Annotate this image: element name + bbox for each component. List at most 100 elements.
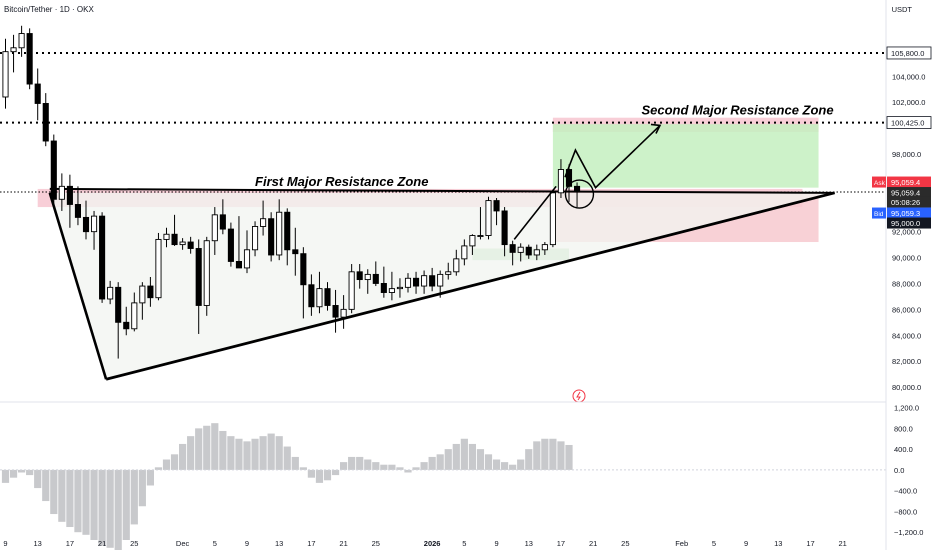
candle-down <box>235 260 243 269</box>
bid-tag-box <box>887 207 931 219</box>
time-tick-label: 17 <box>307 539 315 548</box>
macd-histogram-layer <box>0 423 886 550</box>
bid-tag-label: Bid <box>874 211 884 218</box>
target-zone <box>552 124 819 188</box>
macd-bar <box>179 443 187 470</box>
ask-tag-box <box>887 176 931 188</box>
candle-up <box>131 302 138 330</box>
macd-bar <box>235 438 243 470</box>
macd-bar <box>1 469 10 483</box>
macd-bar <box>331 469 340 476</box>
last-price-tag-value: 95,059.4 <box>891 189 920 198</box>
candle-up <box>203 240 210 306</box>
macd-bar <box>138 469 146 507</box>
candle-up <box>90 215 98 233</box>
candle-up <box>58 185 65 200</box>
macd-bar <box>211 423 219 470</box>
focus-circle <box>564 179 595 209</box>
candle-down <box>308 284 315 308</box>
macd-tick-label: 1,200.0 <box>894 404 919 413</box>
macd-bar <box>130 469 138 525</box>
macd-bar <box>340 462 348 470</box>
macd-bar <box>476 449 485 470</box>
candle-down <box>380 283 387 293</box>
candle-up <box>485 200 492 236</box>
macd-bar <box>267 433 275 470</box>
time-tick-label: Feb <box>675 539 688 548</box>
macd-bar <box>26 469 34 476</box>
candle-down <box>219 214 226 230</box>
countdown-tag-box <box>887 196 931 208</box>
ask-tag-label-box <box>872 176 886 188</box>
time-tick-label: 13 <box>275 539 283 548</box>
candle-down <box>74 204 81 218</box>
time-tick-label: 21 <box>589 539 597 548</box>
macd-bar <box>170 454 179 470</box>
candle-down <box>574 185 581 193</box>
macd-bar <box>444 449 452 470</box>
candle-down <box>195 248 202 306</box>
macd-bar <box>227 436 235 470</box>
macd-tick-label: 400.0 <box>894 445 913 454</box>
candle-down <box>493 200 500 212</box>
candle-up <box>533 249 540 256</box>
triangle-left-edge <box>48 192 108 380</box>
candle-up <box>179 241 186 246</box>
candles-layer <box>2 25 581 359</box>
countdown-tag-value: 05:08:26 <box>891 198 920 207</box>
candle-down <box>292 249 299 255</box>
below-price-tag-value: 95,000.0 <box>891 219 920 228</box>
macd-bar <box>420 462 428 470</box>
macd-bar <box>557 441 565 470</box>
candle-down <box>187 241 194 249</box>
candle-up <box>10 47 17 53</box>
candle-down <box>268 218 275 256</box>
time-tick-label: 25 <box>130 539 138 548</box>
price-tick-label: 90,000.0 <box>892 254 921 263</box>
time-tick-label: 21 <box>98 539 106 548</box>
arrow-rise-line <box>513 185 557 240</box>
candle-down <box>501 210 508 246</box>
level-tag-box <box>886 116 932 129</box>
time-tick-label: 17 <box>806 539 814 548</box>
drawings-layer: First Major Resistance Zone Second Major … <box>255 103 834 403</box>
macd-bar <box>492 459 501 470</box>
macd-bar <box>50 469 58 515</box>
candle-down <box>26 33 33 85</box>
macd-tick-label: 800.0 <box>894 424 913 433</box>
macd-bar <box>74 469 82 533</box>
first-resistance-label: First Major Resistance Zone <box>255 174 428 189</box>
candle-up <box>445 271 452 275</box>
macd-bar <box>380 464 388 470</box>
macd-bar <box>356 456 364 470</box>
time-tick-label: Dec <box>176 539 190 548</box>
macd-bar <box>58 469 66 522</box>
price-tick-label: 86,000.0 <box>892 305 921 314</box>
price-tick-label: 80,000.0 <box>892 383 921 392</box>
candle-down <box>284 211 291 251</box>
candle-down <box>429 275 436 287</box>
candle-up <box>316 288 323 308</box>
price-tick-label: 104,000.0 <box>892 72 925 81</box>
time-tick-label: 5 <box>462 539 466 548</box>
price-tick-label: 98,000.0 <box>892 150 921 159</box>
macd-bar <box>468 443 476 470</box>
level-tag-box <box>886 46 932 60</box>
candle-down <box>82 216 90 233</box>
candle-down <box>372 273 379 284</box>
candle-up <box>549 192 556 246</box>
time-tick-label: 21 <box>839 539 847 548</box>
macd-bar <box>509 464 517 470</box>
macd-bar <box>106 469 114 548</box>
candle-down <box>413 277 420 287</box>
time-tick-label: 5 <box>712 539 716 548</box>
currency-label: USDT <box>891 5 912 14</box>
macd-bar <box>436 454 444 470</box>
macd-bar <box>348 456 356 470</box>
time-tick-label: 9 <box>744 539 748 548</box>
macd-bar <box>259 436 267 470</box>
projected-path-line <box>564 124 661 189</box>
last-price-tag-box <box>887 187 931 199</box>
level-lines-layer <box>0 51 886 193</box>
